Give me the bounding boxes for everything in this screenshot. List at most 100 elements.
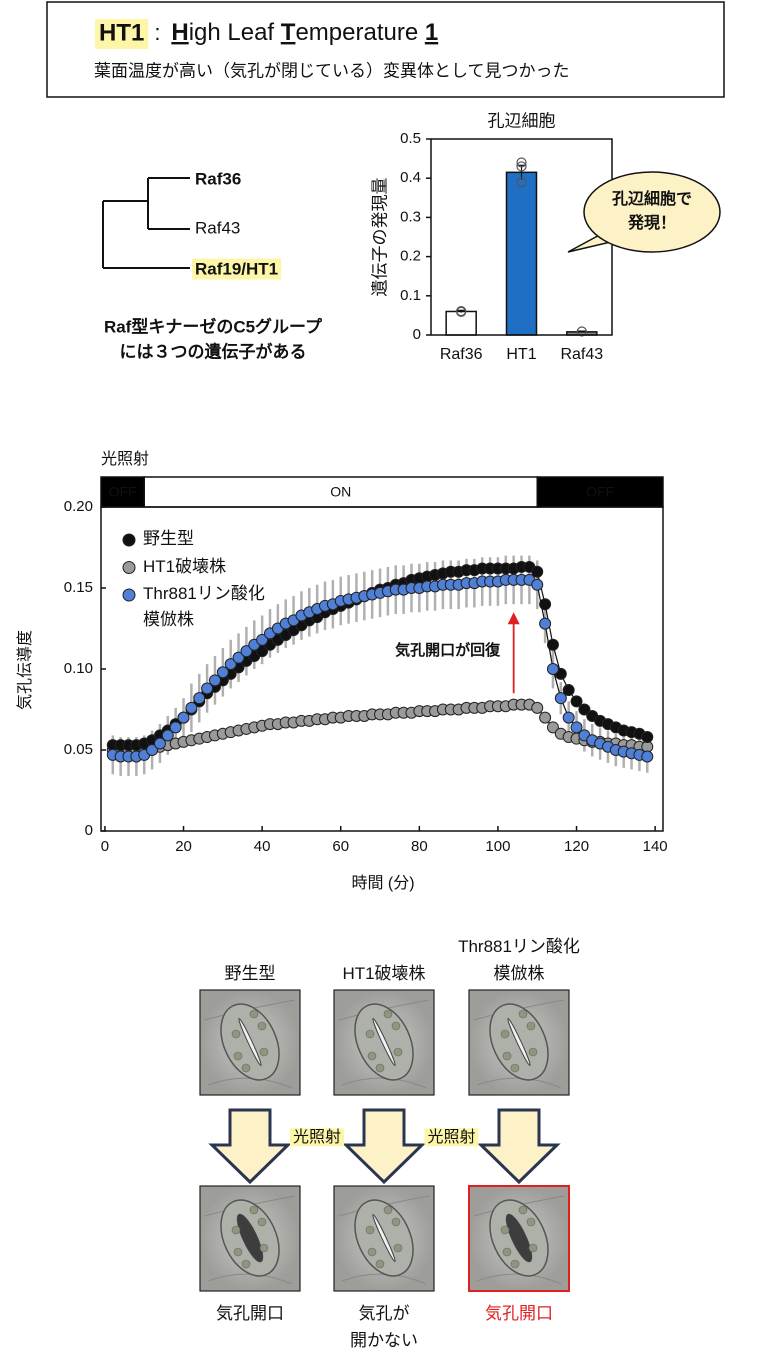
data-point bbox=[161, 729, 174, 742]
y-tick-label: 0 bbox=[85, 822, 93, 839]
chloroplast bbox=[383, 1009, 393, 1019]
down-arrow bbox=[342, 1108, 426, 1185]
x-tick-label: 100 bbox=[485, 838, 510, 855]
x-axis-label: 時間 (分) bbox=[351, 874, 414, 892]
data-point bbox=[169, 721, 182, 734]
arrow-label: 光照射 bbox=[293, 1128, 341, 1146]
light-segment-label: OFF bbox=[109, 484, 137, 500]
chloroplast bbox=[233, 1051, 243, 1061]
chloroplast bbox=[526, 1021, 536, 1031]
data-point bbox=[153, 737, 166, 750]
x-tick-label: 20 bbox=[175, 838, 192, 855]
tree-leaf: Raf36 bbox=[195, 169, 241, 188]
arrow-label-highlight bbox=[424, 1128, 479, 1147]
annotation-arrowhead bbox=[507, 612, 520, 625]
data-point bbox=[177, 711, 190, 724]
chloroplast bbox=[391, 1217, 401, 1227]
chloroplast bbox=[502, 1051, 512, 1061]
legend-label: 野生型 bbox=[143, 529, 194, 548]
light-segment-label: OFF bbox=[586, 484, 614, 500]
legend-marker bbox=[122, 533, 136, 547]
x-tick-label: 140 bbox=[643, 838, 668, 855]
x-tick-label: 120 bbox=[564, 838, 589, 855]
chloroplast bbox=[365, 1225, 375, 1235]
name-part: igh Leaf bbox=[189, 19, 281, 46]
column-caption: 気孔開口 bbox=[216, 1304, 284, 1323]
arrow-label: 光照射 bbox=[427, 1128, 475, 1146]
y-tick-label: 0.4 bbox=[400, 169, 421, 186]
data-point bbox=[578, 703, 591, 716]
data-point bbox=[570, 695, 583, 708]
chloroplast bbox=[241, 1063, 251, 1073]
data-point bbox=[562, 684, 575, 697]
column-label: HT1破壊株 bbox=[342, 964, 426, 983]
chloroplast bbox=[391, 1021, 401, 1031]
chloroplast bbox=[233, 1247, 243, 1257]
tree-leaf: Raf19/HT1 bbox=[195, 259, 278, 278]
header-separator: : bbox=[154, 20, 160, 45]
callout-text: 孔辺細胞で bbox=[612, 189, 692, 208]
data-point bbox=[546, 638, 559, 651]
header-name: HT1 bbox=[99, 19, 144, 46]
chloroplast bbox=[518, 1205, 528, 1215]
name-part: T bbox=[281, 19, 296, 46]
column-caption: 気孔開口 bbox=[485, 1304, 553, 1323]
y-tick-label: 0.5 bbox=[400, 130, 421, 147]
y-tick-label: 0.1 bbox=[400, 287, 421, 304]
x-tick-label: HT1 bbox=[506, 346, 536, 363]
chloroplast bbox=[257, 1217, 267, 1227]
chloroplast bbox=[249, 1205, 259, 1215]
column-label: 野生型 bbox=[224, 964, 276, 983]
column-label: Thr881リン酸化 模倣株 bbox=[458, 937, 580, 983]
legend-label: Thr881リン酸化 模倣株 bbox=[143, 584, 265, 629]
callout-text: 発現！ bbox=[627, 213, 676, 232]
data-point bbox=[531, 565, 544, 578]
y-tick-label: 0.15 bbox=[64, 579, 93, 596]
bar bbox=[505, 171, 538, 336]
chloroplast bbox=[383, 1205, 393, 1215]
chloroplast bbox=[365, 1029, 375, 1039]
data-point bbox=[208, 674, 221, 687]
data-point bbox=[240, 645, 253, 658]
chloroplast bbox=[259, 1243, 269, 1253]
stomatal-pore bbox=[372, 1017, 396, 1067]
data-point bbox=[539, 598, 552, 611]
data-point bbox=[546, 663, 559, 675]
data-point bbox=[193, 692, 206, 705]
data-point bbox=[456, 306, 467, 317]
data-point bbox=[516, 157, 527, 168]
chloroplast bbox=[393, 1047, 403, 1057]
data-point bbox=[185, 701, 198, 714]
data-point bbox=[641, 731, 654, 744]
data-point bbox=[216, 666, 229, 679]
stomatal-pore bbox=[372, 1213, 396, 1263]
callout-bubble bbox=[583, 171, 721, 253]
stomatal-pore bbox=[507, 1017, 531, 1067]
x-tick-label: Raf36 bbox=[440, 346, 483, 363]
data-point bbox=[256, 633, 269, 646]
data-point bbox=[531, 701, 544, 714]
data-point bbox=[531, 578, 544, 591]
name-part: 1 bbox=[425, 19, 438, 46]
light-label: 光照射 bbox=[101, 450, 149, 468]
callout-joint bbox=[603, 230, 615, 242]
leaf-highlight bbox=[192, 258, 282, 280]
chloroplast bbox=[510, 1063, 520, 1073]
chloroplast bbox=[500, 1225, 510, 1235]
y-tick-label: 0.10 bbox=[64, 660, 93, 677]
x-tick-label: 60 bbox=[332, 838, 349, 855]
chloroplast bbox=[518, 1009, 528, 1019]
data-point bbox=[516, 161, 527, 172]
down-arrow bbox=[208, 1108, 292, 1185]
chloroplast bbox=[231, 1225, 241, 1235]
x-tick-label: 40 bbox=[254, 838, 271, 855]
header-subtitle: 葉面温度が高い（気孔が閉じている）変異体として見つかった bbox=[94, 61, 570, 80]
tree-leaf: Raf43 bbox=[195, 218, 240, 237]
stomatal-pore bbox=[505, 1213, 533, 1263]
chloroplast bbox=[241, 1259, 251, 1269]
header-box bbox=[46, 1, 725, 98]
chloroplast bbox=[502, 1247, 512, 1257]
y-tick-label: 0.3 bbox=[400, 208, 421, 225]
